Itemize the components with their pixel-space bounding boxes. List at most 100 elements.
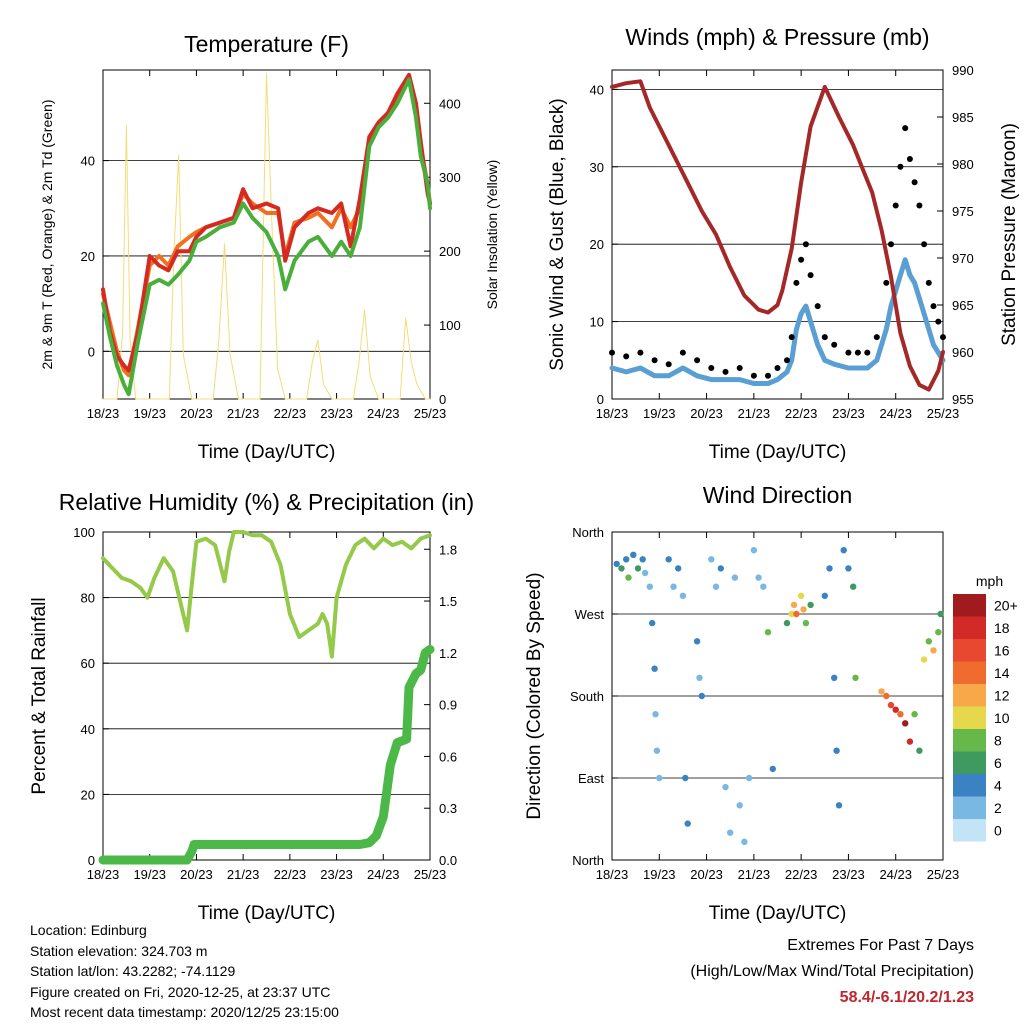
gust-point	[911, 179, 918, 186]
station-elevation: Station elevation: 324.703 m	[30, 942, 208, 959]
direction-point	[833, 747, 840, 754]
gust-point	[807, 272, 814, 279]
colorbar-swatch	[953, 684, 986, 707]
direction-point	[920, 656, 928, 663]
colorbar-label: 8	[994, 732, 1002, 748]
y-tick-label: 10	[590, 315, 604, 330]
x-tick-label: 21/23	[227, 867, 260, 882]
gust-point	[831, 341, 838, 348]
colorbar-unit: mph	[976, 573, 1003, 589]
y-tick-label: East	[578, 771, 604, 786]
y2-tick-label: 0.6	[439, 749, 457, 764]
direction-point	[897, 711, 904, 718]
station-latlon: Station lat/lon: 43.2282; -74.1129	[30, 963, 236, 979]
chart-title: Winds (mph) & Pressure (mb)	[625, 24, 929, 50]
x-tick-label: 21/23	[738, 867, 771, 882]
pressure-line	[610, 79, 945, 392]
extremes-values: 58.4/-6.1/20.2/1.23	[839, 989, 974, 1006]
x-tick-label: 23/23	[320, 867, 353, 882]
x-tick-label: 18/23	[87, 867, 120, 882]
y-tick-label: 40	[81, 154, 95, 169]
x-tick-label: 25/23	[414, 406, 447, 421]
y2-tick-label: 1.8	[439, 542, 457, 557]
wind-line	[609, 257, 946, 386]
direction-point	[883, 692, 890, 700]
gust-point	[651, 357, 658, 364]
colorbar-label: 2	[994, 800, 1002, 816]
direction-point	[764, 629, 772, 636]
y-tick-label: 80	[81, 591, 95, 606]
direction-point	[623, 556, 630, 563]
direction-point	[741, 838, 748, 845]
direction-point	[618, 565, 625, 572]
direction-point	[670, 583, 677, 590]
gust-point	[814, 303, 821, 310]
gust-point	[788, 334, 795, 341]
y-tick-label: 30	[590, 160, 604, 175]
direction-point	[790, 601, 798, 609]
colorbar-label: 20+	[994, 597, 1018, 613]
direction-point	[634, 565, 642, 572]
direction-point	[736, 802, 743, 809]
y2-tick-label: 955	[952, 392, 974, 407]
direction-point	[625, 574, 632, 581]
y2-tick-label: 100	[439, 318, 461, 333]
direction-point	[684, 820, 691, 827]
gust-point	[679, 349, 686, 356]
direction-point	[797, 592, 805, 599]
gust-point	[883, 279, 890, 286]
x-tick-label: 19/23	[133, 867, 166, 882]
direction-point	[802, 619, 810, 627]
x-tick-label: 25/23	[927, 867, 960, 882]
direction-point	[906, 738, 914, 745]
x-tick-label: 24/23	[367, 867, 400, 882]
colorbar-label: 18	[994, 620, 1010, 636]
direction-point	[800, 606, 807, 613]
direction-point	[788, 610, 795, 618]
y2-tick-label: 0.9	[439, 698, 457, 713]
direction-point	[892, 706, 899, 713]
recent-timestamp: Most recent data timestamp: 2020/12/25 2…	[30, 1004, 339, 1020]
y2-tick-label: 960	[952, 345, 974, 360]
colorbar-swatch	[953, 706, 986, 729]
plot-frame	[102, 69, 431, 400]
colorbar-swatch	[953, 796, 986, 819]
direction-point	[850, 583, 857, 590]
colorbar-swatch	[953, 616, 986, 639]
direction-point	[712, 583, 720, 590]
gust-point	[902, 125, 909, 132]
direction-point	[911, 711, 918, 718]
x-tick-label: 23/23	[320, 406, 353, 421]
direction-point	[722, 783, 729, 791]
gust-point	[921, 241, 928, 248]
temp-2m-line	[101, 72, 432, 373]
gust-point	[623, 353, 630, 360]
gust-point	[637, 349, 644, 356]
direction-point	[760, 583, 767, 590]
x-tick-label: 25/23	[927, 406, 960, 421]
x-tick-label: 18/23	[596, 406, 629, 421]
y-tick-label: 0	[597, 392, 604, 407]
gust-point	[930, 303, 937, 310]
station-info: Location: Edinburg Station elevation: 32…	[30, 920, 339, 1023]
x-tick-label: 25/23	[414, 867, 447, 882]
x-tick-label: 22/23	[274, 867, 307, 882]
gust-point	[784, 357, 790, 364]
y-tick-label: West	[575, 607, 605, 622]
chart-title: Relative Humidity (%) & Precipitation (i…	[59, 489, 474, 515]
y-tick-label: North	[572, 853, 604, 868]
gust-point	[793, 279, 800, 286]
extremes-subtitle: (High/Low/Max Wind/Total Precipitation)	[690, 963, 974, 980]
direction-point	[916, 747, 923, 754]
x-tick-label: 22/23	[785, 867, 818, 882]
gust-point	[609, 349, 615, 356]
plot-frame	[611, 69, 944, 400]
x-tick-label: 19/23	[643, 867, 676, 882]
humidity-line	[101, 530, 432, 659]
direction-point	[887, 701, 895, 709]
direction-point	[696, 674, 703, 681]
direction-point	[693, 638, 701, 645]
y-tick-label: 20	[590, 237, 604, 252]
chart-title: Wind Direction	[703, 482, 853, 508]
y2-axis-label: Solar Insolation (Yellow)	[484, 160, 500, 310]
